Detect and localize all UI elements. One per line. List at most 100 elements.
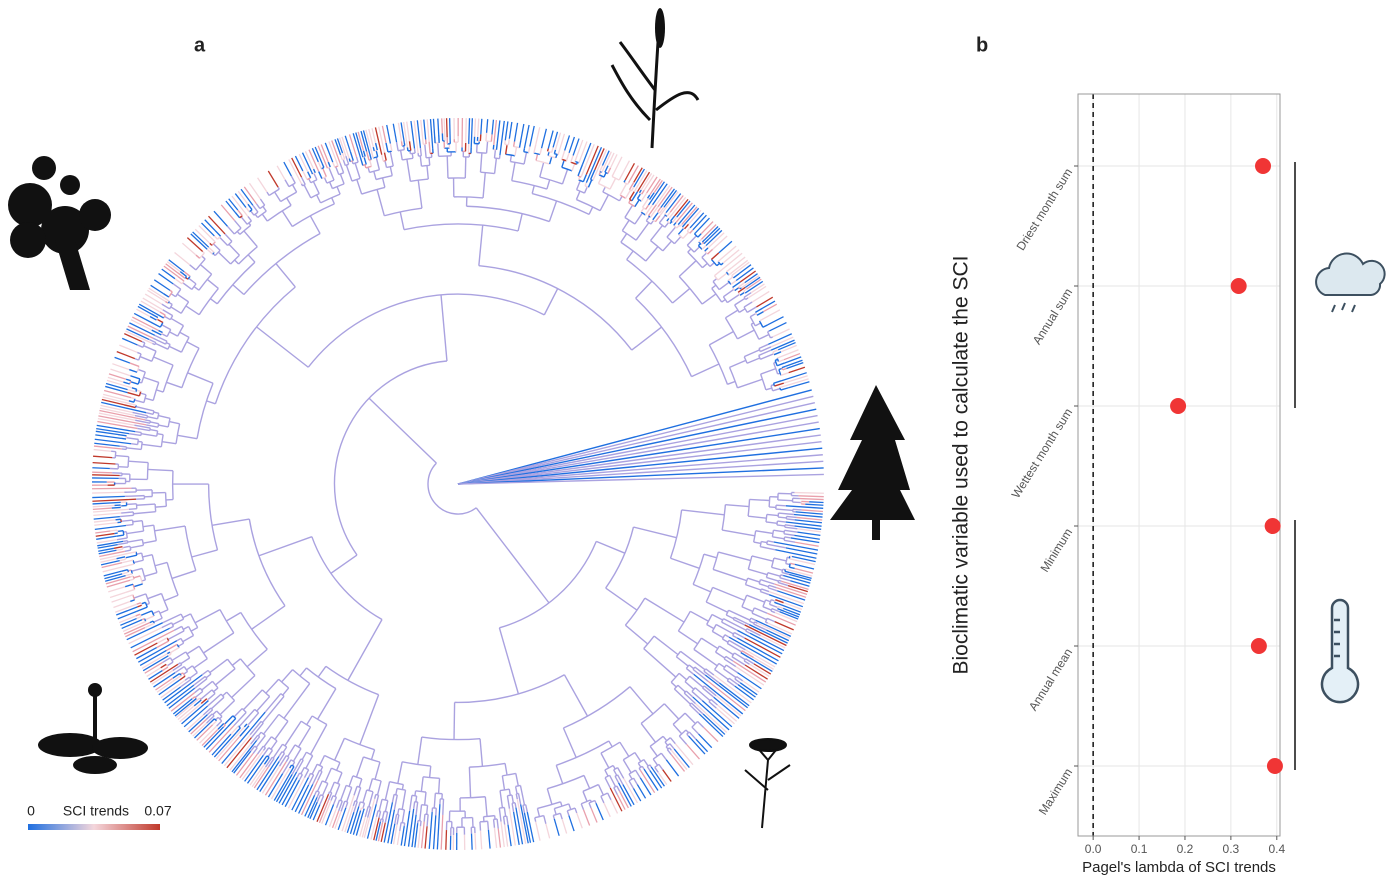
tree-tip [122, 622, 142, 633]
tree-branch [646, 766, 651, 771]
tree-arc [553, 812, 561, 817]
tree-arc [307, 293, 545, 368]
tree-branch [777, 607, 785, 612]
tree-arc [151, 350, 157, 362]
tree-arc [243, 232, 321, 295]
tree-branch [645, 204, 650, 210]
tree-arc [748, 617, 752, 622]
tree-arc [499, 541, 597, 629]
tree-branch [741, 606, 754, 613]
tree-branch [131, 567, 143, 572]
tree-tip [168, 687, 196, 709]
tree-arc [712, 551, 720, 570]
tree-arc [711, 624, 717, 632]
tree-branch [482, 172, 486, 198]
tree-arc [240, 612, 268, 650]
tree-branch [149, 620, 154, 624]
tree-tip [355, 132, 363, 156]
tree-tip [111, 595, 130, 603]
tree-branch [686, 227, 691, 232]
tree-tip [568, 136, 576, 154]
tree-branch [734, 678, 741, 684]
tree-arc [758, 579, 762, 584]
tree-tip [704, 674, 749, 709]
tree-branch [722, 529, 755, 537]
tree-branch [419, 820, 422, 827]
tree-tip [97, 543, 118, 549]
tree-branch [785, 568, 796, 573]
tree-tip [186, 714, 204, 731]
tree-tip [141, 653, 168, 670]
tree-branch [673, 236, 682, 245]
tree-tip [445, 830, 448, 850]
tree-branch [758, 343, 769, 350]
tree-tip [127, 325, 154, 339]
tree-arc [381, 798, 388, 802]
tree-branch [395, 788, 398, 795]
tree-branch [194, 690, 204, 698]
tree-tip [328, 807, 338, 827]
tree-branch [207, 692, 216, 701]
tree-tip [366, 804, 377, 839]
tree-tip [712, 235, 728, 250]
tree-tip [194, 228, 211, 244]
tree-arc [783, 536, 786, 541]
tree-arc [640, 703, 665, 725]
tree-branch [725, 309, 739, 319]
tree-branch [169, 331, 178, 337]
tree-tip [692, 214, 707, 231]
tree-arc [160, 434, 164, 447]
tree-branch [671, 216, 678, 223]
tree-tip [744, 664, 768, 680]
tree-branch [353, 801, 358, 813]
tree-branch [746, 594, 765, 603]
tree-branch [599, 194, 610, 211]
tree-branch [168, 345, 182, 353]
tree-tip [168, 259, 185, 273]
tree-tip [92, 491, 125, 494]
tree-branch [723, 658, 737, 668]
tree-tip [535, 821, 541, 841]
tree-branch [681, 509, 725, 516]
tree-arc [389, 780, 404, 786]
tree-tip [163, 265, 179, 278]
tree-branch [144, 571, 158, 578]
tree-branch [155, 342, 169, 350]
tree-tip [378, 126, 386, 153]
tree-tip [676, 200, 691, 218]
tree-tip [473, 118, 477, 137]
tree-tip [92, 462, 116, 465]
tree-arc [257, 210, 267, 219]
tree-branch [664, 221, 670, 228]
tree-tip [477, 118, 480, 138]
tree-branch [300, 767, 305, 775]
tree-branch [150, 421, 159, 425]
tree-branch [174, 665, 185, 674]
tree-branch [768, 584, 777, 589]
tree-branch [356, 179, 363, 195]
tree-branch [317, 771, 323, 781]
tree-tip [92, 467, 110, 470]
tree-arc [384, 207, 423, 217]
tree-branch [116, 556, 126, 560]
tree-branch [531, 185, 535, 194]
tree-branch [790, 562, 796, 566]
tree-tip [97, 540, 124, 547]
tree-branch [313, 790, 318, 796]
tree-tip [139, 649, 167, 667]
tree-branch [233, 711, 247, 727]
tree-branch [617, 767, 625, 779]
tree-tip [410, 120, 416, 149]
tree-branch [728, 609, 751, 621]
tree-tip [513, 122, 519, 142]
tree-branch [141, 432, 157, 437]
tree-arc [483, 814, 495, 818]
tree-branch [126, 436, 139, 441]
tree-branch [687, 248, 692, 253]
tree-arc [771, 530, 775, 537]
tree-branch [677, 219, 683, 226]
tree-branch [759, 319, 763, 322]
rosette-icon [38, 683, 148, 774]
tree-arc [561, 166, 573, 172]
